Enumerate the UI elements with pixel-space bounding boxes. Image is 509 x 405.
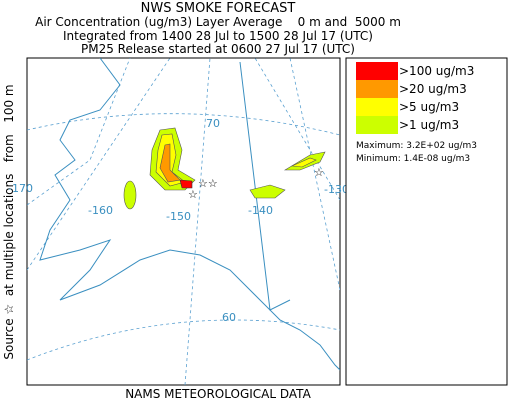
map-label: -160: [88, 204, 113, 217]
map-frame: [26, 57, 341, 386]
legend-max: Maximum: 3.2E+02 ug/m3: [356, 141, 477, 151]
source-star: ☆☆: [198, 177, 218, 190]
coastline: [39, 58, 340, 371]
map-label: -140: [248, 204, 273, 217]
source-star: ☆: [188, 188, 198, 201]
source-label: Source ☆ at multiple locations from 100 …: [2, 84, 16, 359]
graticule: [184, 58, 211, 385]
smoke-plume: [179, 179, 193, 189]
footer: NAMS METEOROLOGICAL DATA: [125, 387, 311, 401]
title: NWS SMOKE FORECAST: [141, 1, 296, 16]
legend-swatch: [356, 98, 398, 116]
source-star: ☆: [314, 166, 324, 179]
subtitle: PM25 Release started at 0600 27 Jul 17 (…: [81, 42, 355, 56]
smoke-plume: [249, 184, 286, 199]
map-label: 70: [206, 117, 220, 130]
legend-label: >5 ug/m3: [399, 100, 459, 114]
smoke-plume: [290, 157, 317, 168]
graticule: [27, 58, 171, 271]
border: [239, 61, 291, 311]
legend-swatch: [356, 116, 398, 134]
legend-label: >100 ug/m3: [399, 64, 474, 78]
graticule: [27, 319, 340, 361]
subtitle: Air Concentration (ug/m3) Layer Average …: [35, 15, 401, 29]
map: ☆☆ ☆ ☆ 70 -170 -160 -150 -140 -130 60: [8, 57, 349, 386]
map-label: 60: [222, 311, 236, 324]
subtitle: Integrated from 1400 28 Jul to 1500 28 J…: [63, 29, 373, 43]
smoke-plume: [123, 180, 137, 210]
legend-swatch: [356, 80, 398, 98]
legend-min: Minimum: 1.4E-08 ug/m3: [356, 154, 470, 164]
map-label: -170: [8, 182, 33, 195]
legend-label: >20 ug/m3: [399, 82, 467, 96]
legend-swatch: [356, 62, 398, 80]
map-label: -150: [166, 210, 191, 223]
graticule: [27, 58, 131, 206]
map-label: -130: [324, 183, 349, 196]
legend: Maximum: 3.2E+02 ug/m3 Minimum: 1.4E-08 …: [345, 57, 508, 386]
legend-label: >1 ug/m3: [399, 118, 459, 132]
